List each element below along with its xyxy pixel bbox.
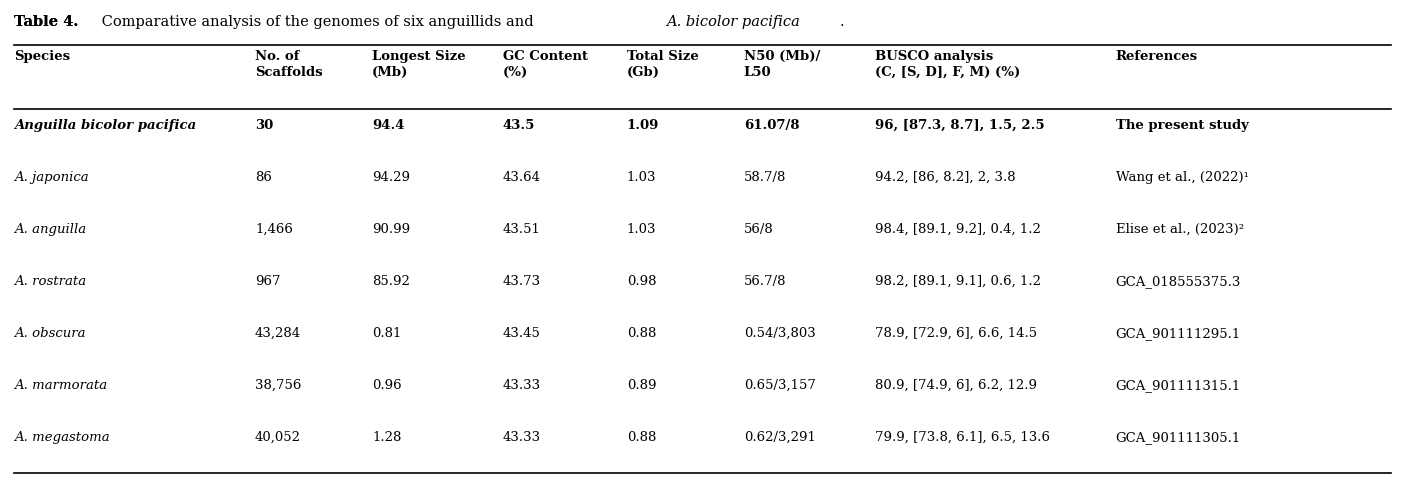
Text: A. obscura: A. obscura [14, 327, 86, 340]
Text: 43.33: 43.33 [503, 431, 541, 444]
Text: 0.54/3,803: 0.54/3,803 [743, 327, 815, 340]
Text: 0.98: 0.98 [627, 275, 656, 288]
Text: 0.96: 0.96 [372, 379, 402, 392]
Text: 0.81: 0.81 [372, 327, 402, 340]
Text: 98.2, [89.1, 9.1], 0.6, 1.2: 98.2, [89.1, 9.1], 0.6, 1.2 [874, 275, 1041, 288]
Text: N50 (Mb)/
L50: N50 (Mb)/ L50 [743, 50, 821, 79]
Text: GCA_901111295.1: GCA_901111295.1 [1116, 327, 1241, 340]
Text: A. rostrata: A. rostrata [14, 275, 86, 288]
Text: .: . [839, 15, 844, 29]
Text: 43,284: 43,284 [256, 327, 301, 340]
Text: 96, [87.3, 8.7], 1.5, 2.5: 96, [87.3, 8.7], 1.5, 2.5 [874, 119, 1044, 132]
Text: BUSCO analysis
(C, [S, D], F, M) (%): BUSCO analysis (C, [S, D], F, M) (%) [874, 50, 1020, 79]
Text: 1.03: 1.03 [627, 223, 656, 236]
Text: A. megastoma: A. megastoma [14, 431, 110, 444]
Text: Elise et al., (2023)²: Elise et al., (2023)² [1116, 223, 1243, 236]
Text: 43.51: 43.51 [503, 223, 541, 236]
Text: 58.7/8: 58.7/8 [743, 171, 787, 184]
Text: 0.88: 0.88 [627, 327, 656, 340]
Text: A. anguilla: A. anguilla [14, 223, 86, 236]
Text: A. bicolor pacifica: A. bicolor pacifica [666, 15, 801, 29]
Text: 38,756: 38,756 [256, 379, 302, 392]
Text: GC Content
(%): GC Content (%) [503, 50, 587, 79]
Text: Species: Species [14, 50, 70, 62]
Text: 94.4: 94.4 [372, 119, 405, 132]
Text: No. of
Scaffolds: No. of Scaffolds [256, 50, 323, 79]
Text: 43.73: 43.73 [503, 275, 541, 288]
Text: 1.28: 1.28 [372, 431, 402, 444]
Text: 85.92: 85.92 [372, 275, 410, 288]
Text: 56/8: 56/8 [743, 223, 774, 236]
Text: 0.65/3,157: 0.65/3,157 [743, 379, 816, 392]
Text: GCA_901111305.1: GCA_901111305.1 [1116, 431, 1241, 444]
Text: 90.99: 90.99 [372, 223, 410, 236]
Text: 79.9, [73.8, 6.1], 6.5, 13.6: 79.9, [73.8, 6.1], 6.5, 13.6 [874, 431, 1050, 444]
Text: Longest Size
(Mb): Longest Size (Mb) [372, 50, 465, 79]
Text: 1.09: 1.09 [627, 119, 659, 132]
Text: 94.2, [86, 8.2], 2, 3.8: 94.2, [86, 8.2], 2, 3.8 [874, 171, 1016, 184]
Text: Wang et al., (2022)¹: Wang et al., (2022)¹ [1116, 171, 1249, 184]
Text: References: References [1116, 50, 1197, 62]
Text: 967: 967 [256, 275, 281, 288]
Text: 98.4, [89.1, 9.2], 0.4, 1.2: 98.4, [89.1, 9.2], 0.4, 1.2 [874, 223, 1041, 236]
Text: 1.03: 1.03 [627, 171, 656, 184]
Text: 80.9, [74.9, 6], 6.2, 12.9: 80.9, [74.9, 6], 6.2, 12.9 [874, 379, 1037, 392]
Text: GCA_018555375.3: GCA_018555375.3 [1116, 275, 1241, 288]
Text: 1,466: 1,466 [256, 223, 292, 236]
Text: 43.45: 43.45 [503, 327, 541, 340]
Text: Table 4.: Table 4. [14, 15, 79, 29]
Text: 43.64: 43.64 [503, 171, 541, 184]
Text: Anguilla bicolor pacifica: Anguilla bicolor pacifica [14, 119, 197, 132]
Text: 0.62/3,291: 0.62/3,291 [743, 431, 816, 444]
Text: Comparative analysis of the genomes of six anguillids and: Comparative analysis of the genomes of s… [97, 15, 538, 29]
Text: 0.88: 0.88 [627, 431, 656, 444]
Text: 40,052: 40,052 [256, 431, 301, 444]
Text: 0.89: 0.89 [627, 379, 656, 392]
Text: A. japonica: A. japonica [14, 171, 89, 184]
Text: 61.07/8: 61.07/8 [743, 119, 799, 132]
Text: 43.33: 43.33 [503, 379, 541, 392]
Text: 30: 30 [256, 119, 273, 132]
Text: 56.7/8: 56.7/8 [743, 275, 787, 288]
Text: The present study: The present study [1116, 119, 1249, 132]
Text: GCA_901111315.1: GCA_901111315.1 [1116, 379, 1241, 392]
Text: Total Size
(Gb): Total Size (Gb) [627, 50, 698, 79]
Text: A. marmorata: A. marmorata [14, 379, 107, 392]
Text: 86: 86 [256, 171, 273, 184]
Text: 78.9, [72.9, 6], 6.6, 14.5: 78.9, [72.9, 6], 6.6, 14.5 [874, 327, 1037, 340]
Text: Table 4.: Table 4. [14, 15, 79, 29]
Text: 94.29: 94.29 [372, 171, 410, 184]
Text: 43.5: 43.5 [503, 119, 535, 132]
